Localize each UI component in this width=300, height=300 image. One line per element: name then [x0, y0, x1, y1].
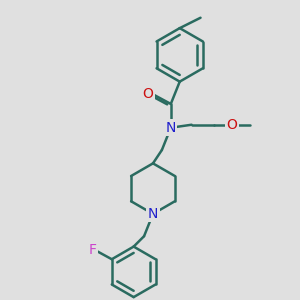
Text: N: N	[148, 207, 158, 221]
Text: N: N	[166, 121, 176, 135]
Text: O: O	[226, 118, 237, 132]
Text: O: O	[142, 86, 153, 100]
Text: F: F	[88, 243, 97, 257]
